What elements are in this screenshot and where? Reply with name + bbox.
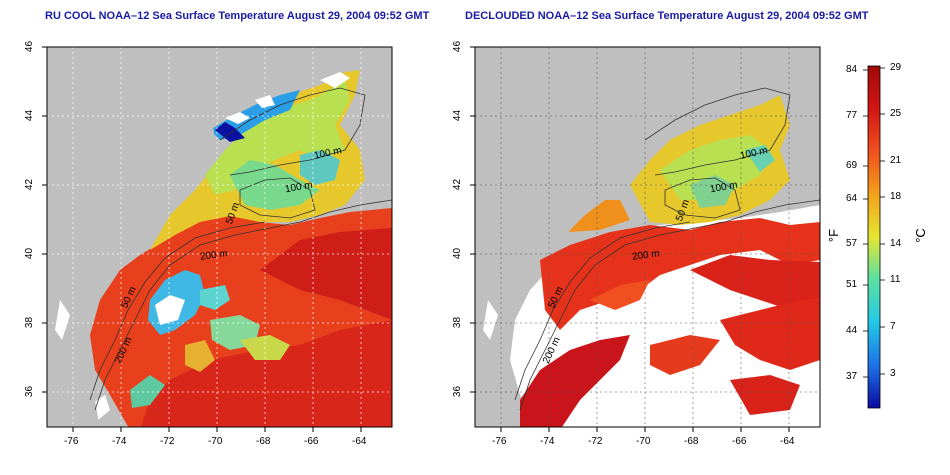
colorbar-f-label: 69 xyxy=(846,160,858,171)
left-axis-ticks xyxy=(42,46,362,432)
x-tick-label: -70 xyxy=(636,436,651,447)
x-tick-label: -64 xyxy=(780,436,795,447)
x-tick-label: -66 xyxy=(732,436,747,447)
left-map-frame xyxy=(46,46,393,428)
colorbar-f-label: 77 xyxy=(846,110,858,121)
colorbar-f-label: 57 xyxy=(846,238,858,249)
colorbar-c-label: 7 xyxy=(890,321,896,332)
x-tick-label: -76 xyxy=(492,436,507,447)
right-sst-map xyxy=(475,47,820,427)
colorbar-c-label: 29 xyxy=(890,62,902,73)
x-tick-label: -74 xyxy=(112,436,127,447)
colorbar-c-label: 25 xyxy=(890,108,902,119)
colorbar-f-label: 84 xyxy=(846,64,858,75)
colorbar-c-label: 14 xyxy=(890,238,902,249)
y-tick-label: 36 xyxy=(452,385,464,398)
right-axis-ticks xyxy=(470,46,790,432)
y-tick-label: 44 xyxy=(24,109,36,122)
right-map-title: DECLOUDED NOAA–12 Sea Surface Temperatur… xyxy=(465,10,869,22)
y-tick-label: 42 xyxy=(452,178,464,191)
colorbar-f-label: 64 xyxy=(846,193,858,204)
colorbar-f-label: 44 xyxy=(846,325,858,336)
y-tick-label: 46 xyxy=(452,40,464,53)
right-map-frame xyxy=(474,46,821,428)
colorbar-c-label: 11 xyxy=(890,274,901,285)
y-tick-label: 36 xyxy=(24,385,36,398)
y-tick-label: 44 xyxy=(452,109,464,122)
y-tick-label: 42 xyxy=(24,178,36,191)
colorbar-ticks xyxy=(863,67,885,378)
unit-fahrenheit-label: °F xyxy=(826,228,842,243)
x-tick-label: -72 xyxy=(160,436,175,447)
colorbar-c-label: 18 xyxy=(890,191,902,202)
x-tick-label: -76 xyxy=(64,436,79,447)
y-tick-label: 38 xyxy=(452,316,464,329)
y-tick-label: 46 xyxy=(24,40,36,53)
x-tick-label: -74 xyxy=(540,436,555,447)
colorbar xyxy=(867,65,881,409)
colorbar-f-label: 37 xyxy=(846,371,858,382)
x-tick-label: -72 xyxy=(588,436,603,447)
x-tick-label: -66 xyxy=(304,436,319,447)
left-map-title: RU COOL NOAA–12 Sea Surface Temperature … xyxy=(45,10,430,22)
left-sst-map xyxy=(47,47,392,427)
y-tick-label: 40 xyxy=(452,247,464,260)
colorbar-c-label: 21 xyxy=(890,155,902,166)
y-tick-label: 38 xyxy=(24,316,36,329)
x-tick-label: -68 xyxy=(256,436,271,447)
y-tick-label: 40 xyxy=(24,247,36,260)
x-tick-label: -68 xyxy=(684,436,699,447)
x-tick-label: -70 xyxy=(208,436,223,447)
unit-celsius-label: °C xyxy=(912,228,928,243)
colorbar-c-label: 3 xyxy=(890,368,896,379)
x-tick-label: -64 xyxy=(352,436,367,447)
colorbar-f-label: 51 xyxy=(846,279,858,290)
